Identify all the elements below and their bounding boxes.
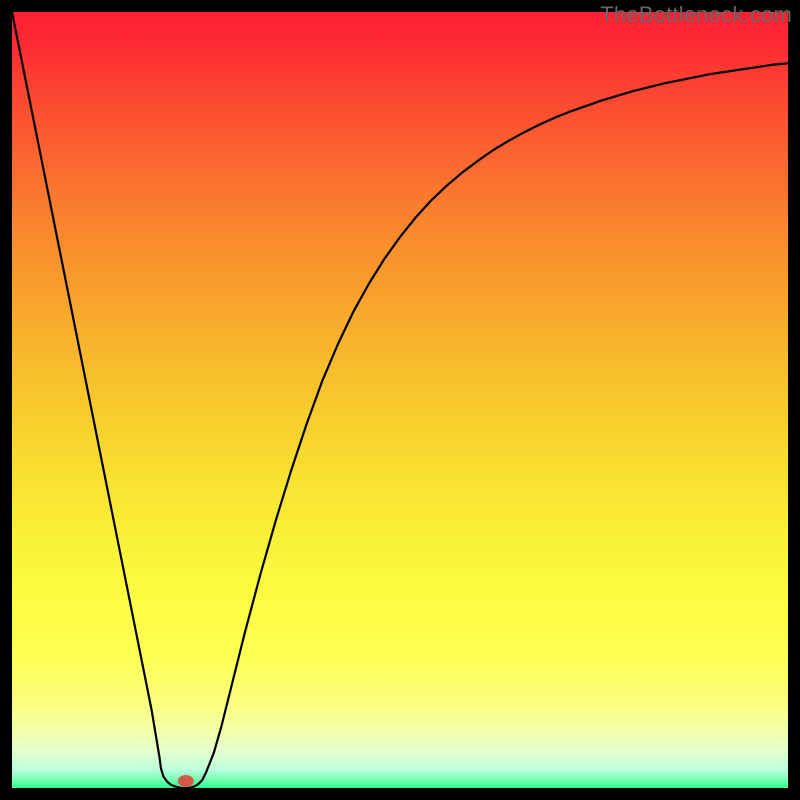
bottleneck-chart: TheBottleneck.com [0,0,800,800]
optimum-marker [178,775,194,787]
chart-background-gradient [12,12,788,788]
watermark-text: TheBottleneck.com [600,2,792,28]
chart-svg [0,0,800,800]
